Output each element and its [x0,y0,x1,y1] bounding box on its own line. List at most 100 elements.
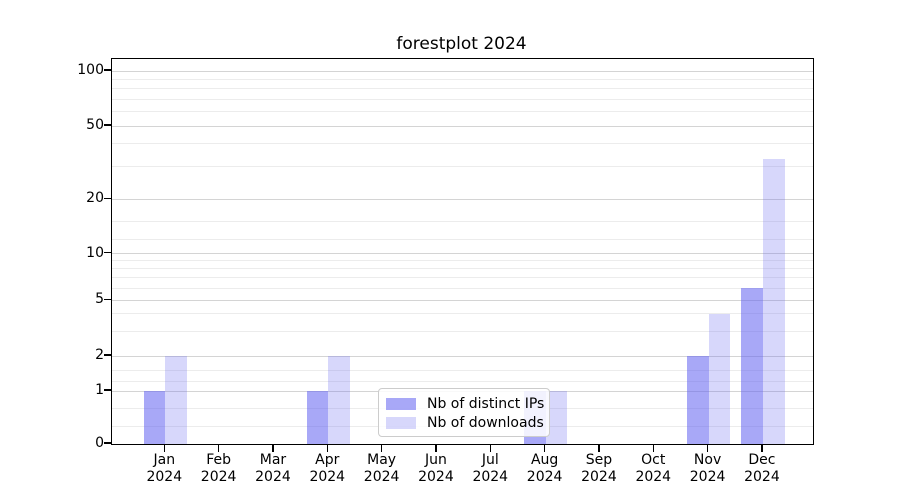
gridline-major [112,70,813,72]
y-tick-mark [104,354,111,356]
bar-distinct-ips-dec [741,288,763,444]
x-tick-month: Jan [153,452,176,468]
gridline-major [112,355,813,357]
gridline-minor [112,98,813,100]
x-tick-label-feb: Feb 2024 [184,452,254,486]
legend-label-distinct-ips: Nb of distinct IPs [427,395,545,412]
x-tick-mark [761,444,763,452]
chart-title: forestplot 2024 [396,34,527,54]
x-tick-year: 2024 [472,469,509,485]
gridline-major [112,198,813,200]
x-tick-label-mar: Mar 2024 [238,452,308,486]
x-tick-label-jan: Jan 2024 [129,452,199,486]
gridline-minor [112,221,813,223]
gridline-minor [112,268,813,270]
bar-downloads-aug [545,391,568,444]
x-tick-label-sep: Sep 2024 [564,452,634,486]
x-tick-month: Jul [481,452,499,468]
y-tick-mark [104,442,111,444]
gridline-minor [112,330,813,332]
legend-label-downloads: Nb of downloads [427,414,544,431]
bar-distinct-ips-nov [686,356,709,444]
x-tick-year: 2024 [200,469,237,485]
x-tick-year: 2024 [418,469,454,485]
plot-area [111,58,814,445]
x-tick-label-dec: Dec 2024 [727,452,797,486]
bar-distinct-ips-apr [306,391,329,444]
x-tick-label-oct: Oct 2024 [618,452,688,486]
x-tick-year: 2024 [363,469,400,485]
legend: Nb of distinct IPs Nb of downloads [378,388,550,437]
x-tick-year: 2024 [744,469,780,485]
x-tick-year: 2024 [635,469,672,485]
x-tick-mark [652,444,655,452]
x-tick-label-apr: Apr 2024 [292,452,362,486]
gridline-minor [112,287,813,289]
y-tick-mark [104,69,111,71]
x-tick-month: Nov [693,452,722,468]
x-tick-month: Aug [530,452,559,468]
x-tick-mark [543,444,546,452]
bar-downloads-apr [328,356,350,444]
x-tick-mark [380,444,383,452]
y-tick-label: 1 [95,382,104,398]
gridline-minor [112,260,813,262]
x-tick-month: Mar [259,452,287,468]
gridline-minor [112,313,813,315]
x-tick-label-aug: Aug 2024 [510,452,580,486]
y-tick-label: 0 [95,435,104,451]
y-tick-label: 20 [86,190,104,207]
x-tick-mark [489,444,492,452]
x-tick-mark [326,444,329,452]
gridline-minor [112,166,813,168]
x-tick-month: Oct [641,452,666,468]
x-tick-label-jun: Jun 2024 [401,452,471,486]
x-tick-year: 2024 [146,469,183,485]
y-tick-label: 100 [77,62,104,78]
x-tick-label-nov: Nov 2024 [673,452,743,486]
x-tick-month: Sep [585,452,613,468]
y-tick-mark [104,124,111,126]
x-tick-month: Apr [315,452,340,468]
x-tick-month: Jun [425,452,447,468]
bar-distinct-ips-jan [143,391,166,444]
gridline-minor [112,111,813,113]
gridline-minor [112,143,813,145]
legend-swatch-distinct-ips [386,397,416,410]
bar-downloads-dec [762,159,785,444]
x-tick-mark [217,444,220,452]
x-tick-year: 2024 [689,469,726,485]
x-tick-mark [706,444,709,452]
gridline-major [112,253,813,255]
gridline-minor [112,238,813,240]
x-tick-year: 2024 [309,469,346,485]
x-tick-mark [435,444,437,452]
x-tick-year: 2024 [581,469,617,485]
x-tick-month: May [367,452,397,468]
x-tick-label-may: May 2024 [347,452,417,486]
x-tick-year: 2024 [526,469,563,485]
x-tick-label-jul: Jul 2024 [455,452,525,486]
y-tick-label: 10 [86,244,104,261]
y-tick-mark [104,197,111,200]
y-tick-mark [104,251,111,254]
gridline-minor [112,381,813,383]
x-tick-month: Dec [748,452,776,468]
y-tick-mark [104,298,111,301]
legend-item-distinct-ips: Nb of distinct IPs [386,394,545,413]
y-tick-label: 5 [95,291,104,308]
x-tick-mark [163,444,166,452]
gridline-minor [112,370,813,372]
y-tick-mark [104,389,111,391]
legend-item-downloads: Nb of downloads [386,413,544,432]
gridline-minor [112,88,813,90]
gridline-major [112,299,813,301]
legend-swatch-downloads [386,416,416,429]
y-tick-label: 50 [86,117,104,133]
x-tick-month: Feb [206,452,232,468]
bar-downloads-jan [165,356,187,444]
x-tick-mark [272,444,274,452]
gridline-major [112,125,813,127]
bar-downloads-nov [708,313,731,444]
gridline-minor [112,277,813,279]
